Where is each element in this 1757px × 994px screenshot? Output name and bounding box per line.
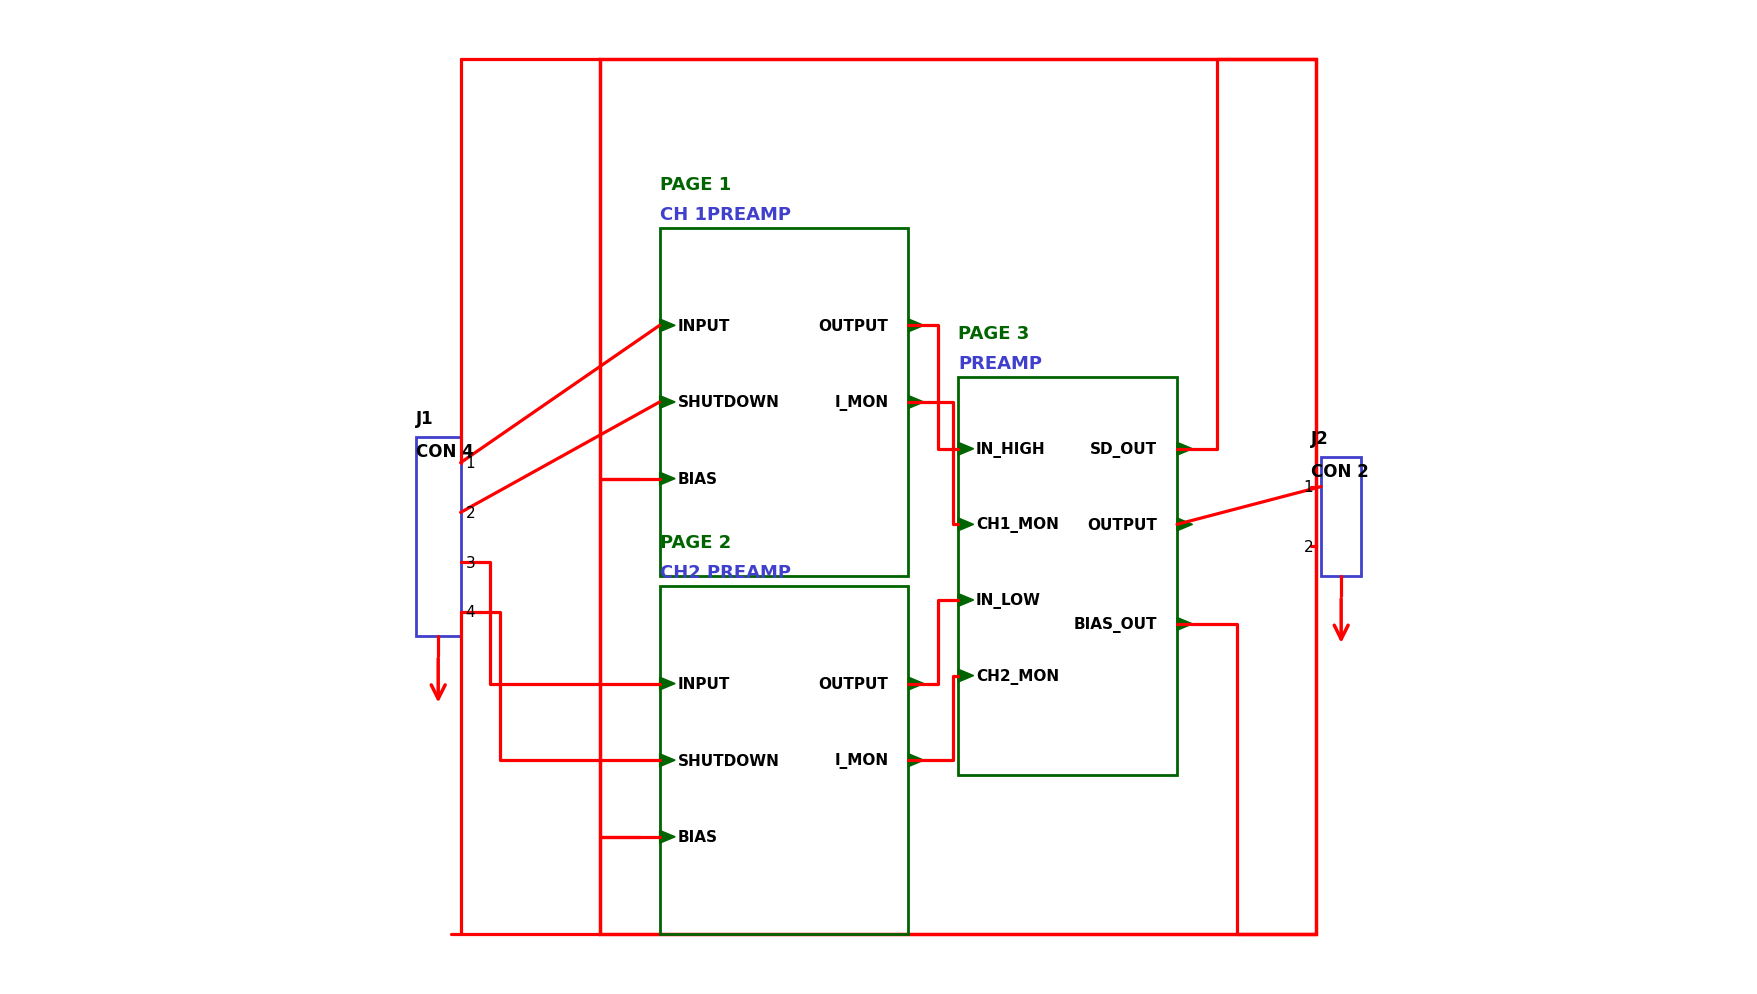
Text: SHUTDOWN: SHUTDOWN xyxy=(678,395,780,411)
Text: CH1_MON: CH1_MON xyxy=(975,517,1059,533)
Text: INPUT: INPUT xyxy=(678,318,729,334)
Text: INPUT: INPUT xyxy=(678,676,729,692)
Text: BIAS: BIAS xyxy=(678,829,717,845)
Polygon shape xyxy=(958,443,973,455)
Text: J2: J2 xyxy=(1311,429,1328,447)
Bar xyxy=(599,60,1316,934)
Polygon shape xyxy=(659,320,675,332)
Text: BIAS_OUT: BIAS_OUT xyxy=(1074,616,1158,632)
Polygon shape xyxy=(908,678,924,690)
Polygon shape xyxy=(908,320,924,332)
Polygon shape xyxy=(908,397,924,410)
Text: J1: J1 xyxy=(416,410,434,427)
Polygon shape xyxy=(908,753,924,767)
Text: CH2 PREAMP: CH2 PREAMP xyxy=(659,564,791,581)
Text: PAGE 1: PAGE 1 xyxy=(659,176,731,194)
Text: PAGE 2: PAGE 2 xyxy=(659,534,731,552)
Text: SHUTDOWN: SHUTDOWN xyxy=(678,752,780,768)
Text: 3: 3 xyxy=(466,555,476,571)
Text: 2: 2 xyxy=(466,505,474,521)
Text: CH 1PREAMP: CH 1PREAMP xyxy=(659,206,791,224)
Text: CON 2: CON 2 xyxy=(1311,462,1369,480)
Polygon shape xyxy=(958,594,973,606)
Text: IN_HIGH: IN_HIGH xyxy=(975,441,1045,457)
Polygon shape xyxy=(1177,443,1193,455)
Text: 1: 1 xyxy=(466,455,474,471)
Text: 2: 2 xyxy=(1304,539,1312,555)
Text: I_MON: I_MON xyxy=(835,752,889,768)
Polygon shape xyxy=(659,831,675,843)
Polygon shape xyxy=(958,519,973,531)
Polygon shape xyxy=(659,473,675,485)
Polygon shape xyxy=(659,678,675,690)
Text: PREAMP: PREAMP xyxy=(958,355,1042,373)
Bar xyxy=(659,229,908,577)
Polygon shape xyxy=(659,397,675,410)
Text: CON 4: CON 4 xyxy=(416,442,474,460)
Text: OUTPUT: OUTPUT xyxy=(819,676,889,692)
Text: BIAS: BIAS xyxy=(678,471,717,487)
Polygon shape xyxy=(1177,519,1193,531)
Text: CH2_MON: CH2_MON xyxy=(975,668,1059,684)
Text: OUTPUT: OUTPUT xyxy=(819,318,889,334)
Bar xyxy=(416,437,460,636)
Text: SD_OUT: SD_OUT xyxy=(1089,441,1158,457)
Text: 1: 1 xyxy=(1304,479,1312,495)
Text: PAGE 3: PAGE 3 xyxy=(958,325,1030,343)
Text: IN_LOW: IN_LOW xyxy=(975,592,1040,608)
Bar xyxy=(958,378,1177,775)
Polygon shape xyxy=(659,753,675,767)
Bar xyxy=(659,586,908,934)
Bar xyxy=(1321,457,1362,577)
Polygon shape xyxy=(958,670,973,682)
Text: 4: 4 xyxy=(466,604,474,620)
Polygon shape xyxy=(1177,617,1193,631)
Text: OUTPUT: OUTPUT xyxy=(1088,517,1158,533)
Text: I_MON: I_MON xyxy=(835,395,889,411)
